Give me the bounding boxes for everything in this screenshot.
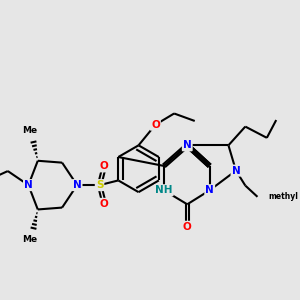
Text: methyl: methyl bbox=[269, 192, 298, 201]
Text: N: N bbox=[24, 180, 33, 190]
Text: S: S bbox=[96, 180, 103, 190]
Text: O: O bbox=[183, 222, 192, 232]
Text: N: N bbox=[183, 140, 192, 150]
Text: O: O bbox=[100, 161, 109, 171]
Text: N: N bbox=[73, 180, 82, 190]
Text: O: O bbox=[100, 199, 109, 209]
Text: N: N bbox=[206, 185, 214, 195]
Text: Me: Me bbox=[22, 235, 37, 244]
Text: O: O bbox=[151, 120, 160, 130]
Text: Me: Me bbox=[22, 126, 37, 135]
Text: NH: NH bbox=[155, 185, 172, 195]
Text: N: N bbox=[232, 166, 240, 176]
